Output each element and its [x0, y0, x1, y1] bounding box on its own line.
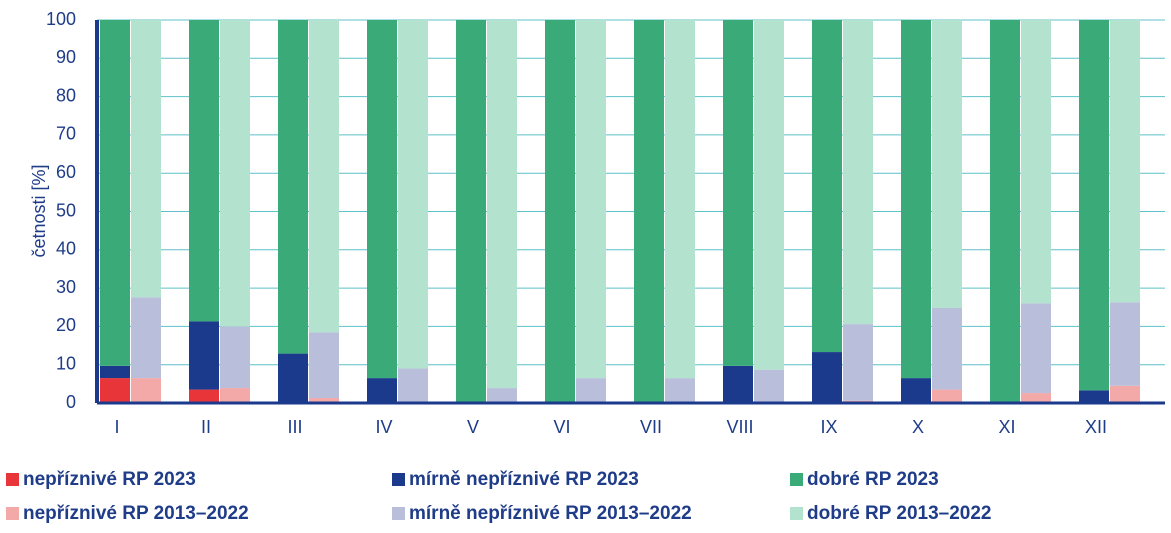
bar-segment: [901, 378, 931, 403]
legend-swatch: [392, 473, 405, 486]
bar-segment: [812, 352, 842, 403]
bar-segment: [634, 20, 664, 403]
legend-label: dobré RP 2023: [807, 469, 939, 490]
bar-segment: [1021, 303, 1051, 394]
y-tick-label: 80: [56, 85, 76, 105]
bar-segment: [189, 389, 219, 403]
x-tick-label: XII: [1085, 417, 1107, 437]
bar-segment: [1079, 20, 1109, 391]
bar-segment: [278, 20, 308, 354]
bar-segment: [723, 20, 753, 366]
bar-segment: [990, 20, 1020, 403]
bar-segment: [665, 20, 695, 379]
x-tick-label: II: [201, 417, 211, 437]
x-tick-label: VI: [553, 417, 570, 437]
bar-segment: [309, 20, 339, 333]
bar-segment: [100, 20, 130, 366]
x-tick-label: III: [287, 417, 302, 437]
legend-swatch: [790, 473, 803, 486]
bar-segment: [1021, 393, 1051, 403]
bar-segment: [189, 321, 219, 390]
bar-segment: [220, 20, 250, 327]
x-tick-label: V: [467, 417, 479, 437]
bar-segment: [723, 365, 753, 403]
bar-segment: [1110, 302, 1140, 386]
y-tick-label: 70: [56, 124, 76, 144]
bar-segment: [843, 20, 873, 325]
x-tick-label: IX: [820, 417, 837, 437]
bar-segment: [754, 369, 784, 403]
bar-segment: [843, 324, 873, 401]
bar-segment: [1110, 20, 1140, 303]
bar-segment: [901, 20, 931, 379]
legend-label: mírně nepříznivé RP 2013–2022: [409, 503, 692, 524]
bar-segment: [456, 20, 486, 403]
y-tick-label: 30: [56, 277, 76, 297]
bar-segment: [398, 368, 428, 403]
bar-segment: [131, 20, 161, 298]
legend-swatch: [6, 507, 19, 520]
y-tick-label: 40: [56, 239, 76, 259]
bar-segment: [367, 20, 397, 379]
x-tick-label: VII: [640, 417, 662, 437]
bar-segment: [220, 326, 250, 389]
bar-segment: [487, 388, 517, 403]
bar-segment: [932, 389, 962, 403]
bar-segment: [309, 332, 339, 399]
legend-swatch: [392, 507, 405, 520]
legend-label: mírně nepříznivé RP 2023: [409, 469, 639, 490]
bar-segment: [576, 378, 606, 403]
bar-segment: [1021, 20, 1051, 304]
legend-label: nepříznivé RP 2023: [23, 469, 196, 490]
bar-segment: [367, 378, 397, 403]
bar-segment: [1110, 385, 1140, 403]
x-tick-label: VIII: [726, 417, 753, 437]
y-tick-label: 10: [56, 353, 76, 373]
x-tick-label: I: [114, 417, 119, 437]
bar-segment: [812, 20, 842, 353]
bar-segment: [932, 20, 962, 309]
bar-segment: [100, 378, 130, 403]
bar-segment: [932, 308, 962, 390]
bar-segment: [545, 20, 575, 403]
bar-segment: [278, 353, 308, 403]
y-tick-label: 60: [56, 162, 76, 182]
x-tick-label: IV: [375, 417, 392, 437]
y-tick-label: 0: [66, 392, 76, 412]
bar-segment: [309, 398, 339, 403]
bar-segment: [487, 20, 517, 389]
bar-segment: [131, 378, 161, 403]
y-tick-label: 50: [56, 200, 76, 220]
bar-segment: [100, 365, 130, 379]
bar-segment: [665, 378, 695, 403]
bar-segment: [131, 297, 161, 379]
bar-segment: [576, 20, 606, 379]
legend-label: nepříznivé RP 2013–2022: [23, 503, 249, 524]
y-tick-label: 90: [56, 47, 76, 67]
legend-label: dobré RP 2013–2022: [807, 503, 992, 524]
legend-swatch: [6, 473, 19, 486]
x-tick-label: X: [912, 417, 924, 437]
bar-segment: [220, 388, 250, 403]
y-tick-label: 20: [56, 315, 76, 335]
legend-swatch: [790, 507, 803, 520]
y-axis-label: četnosti [%]: [29, 164, 49, 257]
bar-segment: [754, 20, 784, 370]
y-tick-label: 100: [46, 9, 76, 29]
bar-segment: [189, 20, 219, 322]
x-tick-label: XI: [998, 417, 1015, 437]
bar-segment: [1079, 390, 1109, 403]
bar-segment: [398, 20, 428, 369]
